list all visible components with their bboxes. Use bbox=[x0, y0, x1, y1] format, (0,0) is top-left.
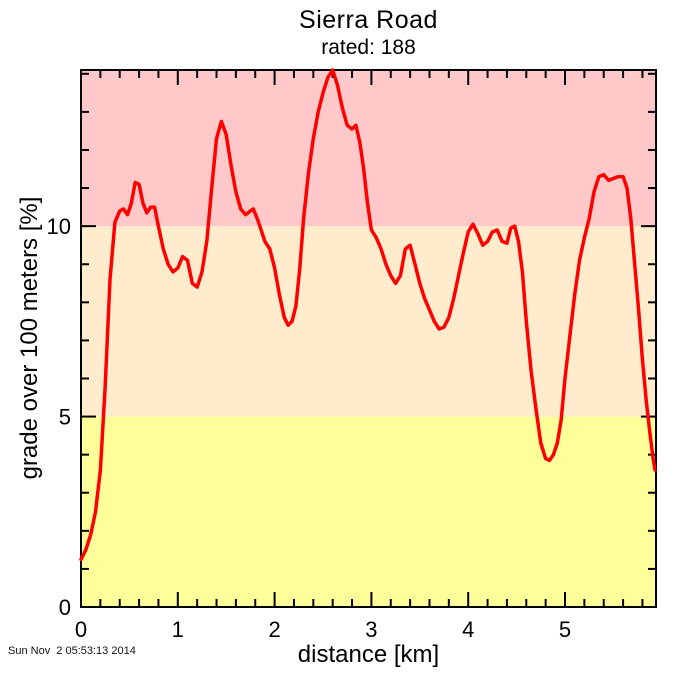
chart-subtitle: rated: 188 bbox=[321, 36, 416, 59]
x-axis-label: distance [km] bbox=[297, 641, 440, 668]
grade-band bbox=[81, 416, 656, 607]
x-tick-label: 1 bbox=[172, 617, 184, 642]
y-axis-label: grade over 100 meters [%] bbox=[16, 196, 43, 480]
grade-profile-line bbox=[79, 68, 657, 562]
y-tick-label: 5 bbox=[59, 405, 71, 430]
y-tick-label: 10 bbox=[47, 214, 71, 239]
x-tick-label: 5 bbox=[559, 617, 571, 642]
plot-frame bbox=[80, 69, 657, 608]
x-tick-label: 3 bbox=[365, 617, 377, 642]
page-title: Sierra Road bbox=[299, 6, 438, 34]
y-tick-label: 0 bbox=[59, 595, 71, 620]
timestamp: Sun Nov 2 05:53:13 2014 bbox=[8, 645, 136, 657]
x-tick-label: 4 bbox=[462, 617, 474, 642]
x-tick-label: 0 bbox=[75, 617, 87, 642]
grade-band bbox=[81, 226, 656, 417]
x-tick-label: 2 bbox=[268, 617, 280, 642]
